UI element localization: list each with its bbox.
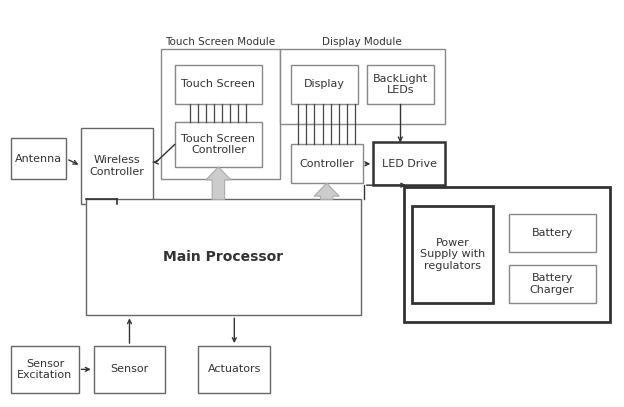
Bar — [86, 199, 361, 315]
Bar — [280, 49, 445, 124]
Text: Touch Screen Module: Touch Screen Module — [165, 37, 275, 47]
Text: Sensor: Sensor — [110, 364, 149, 374]
Text: Display Module: Display Module — [323, 37, 402, 47]
Bar — [81, 128, 153, 204]
Bar — [412, 206, 493, 303]
Bar — [367, 65, 434, 104]
Bar — [175, 65, 262, 104]
Bar — [11, 346, 79, 393]
Bar — [509, 265, 596, 303]
Text: LED Drive: LED Drive — [381, 159, 437, 169]
Text: Controller: Controller — [300, 159, 354, 169]
Text: Display: Display — [304, 79, 344, 90]
Bar — [11, 138, 66, 179]
Text: BackLight
LEDs: BackLight LEDs — [373, 74, 428, 95]
Text: Battery
Charger: Battery Charger — [530, 273, 575, 295]
Text: Main Processor: Main Processor — [163, 250, 283, 265]
Text: Battery: Battery — [532, 228, 573, 238]
Bar — [198, 346, 270, 393]
Bar — [161, 49, 280, 179]
Bar — [175, 122, 262, 167]
Polygon shape — [314, 183, 339, 199]
Bar — [291, 65, 358, 104]
Bar — [509, 214, 596, 252]
Bar — [291, 144, 363, 183]
Text: Touch Screen: Touch Screen — [182, 79, 255, 90]
Bar — [94, 346, 165, 393]
Bar — [404, 187, 610, 322]
Bar — [373, 142, 445, 185]
Text: Antenna: Antenna — [15, 154, 62, 164]
Text: Touch Screen
Controller: Touch Screen Controller — [182, 133, 255, 155]
Text: Sensor
Excitation: Sensor Excitation — [17, 359, 72, 380]
Polygon shape — [206, 167, 231, 199]
Text: Actuators: Actuators — [208, 364, 261, 374]
Text: Power
Supply with
regulators: Power Supply with regulators — [420, 238, 485, 271]
Text: Wireless
Controller: Wireless Controller — [90, 155, 144, 177]
